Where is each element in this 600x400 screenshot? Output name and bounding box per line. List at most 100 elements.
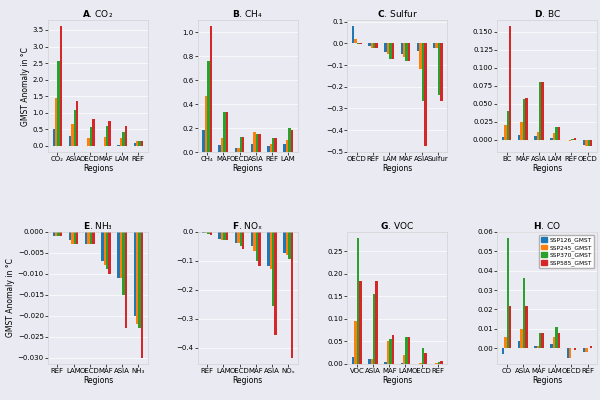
Bar <box>587 140 590 146</box>
Bar <box>58 61 60 146</box>
Bar <box>557 333 560 348</box>
Bar <box>106 126 109 146</box>
Bar <box>392 335 394 364</box>
Bar <box>122 232 125 295</box>
Bar <box>371 43 373 48</box>
Bar <box>118 145 120 146</box>
Bar <box>272 232 274 306</box>
Bar <box>555 327 557 348</box>
Bar <box>424 43 427 146</box>
Bar <box>120 138 122 146</box>
Bar <box>269 144 272 152</box>
Bar <box>141 141 143 146</box>
Bar <box>258 134 260 152</box>
Bar <box>221 232 223 240</box>
Bar <box>85 232 88 244</box>
Bar <box>368 43 371 46</box>
Bar <box>101 232 104 261</box>
Bar <box>550 344 553 348</box>
Bar <box>541 333 544 348</box>
Bar <box>539 82 541 140</box>
Bar <box>256 232 258 261</box>
Bar <box>502 137 504 140</box>
Bar <box>440 43 443 101</box>
Bar <box>76 232 79 244</box>
Bar <box>92 232 95 244</box>
Bar <box>541 82 544 140</box>
Bar <box>408 43 410 61</box>
Bar <box>226 232 228 240</box>
Bar <box>288 128 290 152</box>
Bar <box>352 26 355 43</box>
Bar <box>408 337 410 364</box>
Bar <box>401 363 403 364</box>
Bar <box>71 124 74 146</box>
Bar <box>120 232 122 278</box>
Bar <box>92 119 95 146</box>
Bar <box>104 232 106 265</box>
Bar <box>403 43 406 58</box>
Bar <box>274 232 277 334</box>
Bar <box>419 363 422 364</box>
Bar <box>269 232 272 269</box>
Bar <box>272 138 274 152</box>
Bar <box>419 43 422 69</box>
Bar <box>134 232 136 316</box>
Bar <box>218 145 221 152</box>
Bar <box>536 132 539 140</box>
Bar <box>583 140 585 145</box>
Bar <box>288 232 290 259</box>
Bar <box>359 281 362 364</box>
Bar <box>242 137 244 152</box>
Bar <box>237 232 239 243</box>
Bar <box>422 43 424 101</box>
Bar <box>90 127 92 146</box>
Bar <box>385 43 387 52</box>
Bar <box>509 26 511 140</box>
Bar <box>90 232 92 244</box>
Bar <box>518 340 520 348</box>
Bar <box>424 353 427 364</box>
Bar <box>69 136 71 146</box>
Bar <box>134 143 136 146</box>
Bar <box>267 232 269 266</box>
Bar <box>71 232 74 244</box>
Bar <box>389 43 392 58</box>
X-axis label: Regions: Regions <box>382 376 412 384</box>
Bar <box>209 232 212 234</box>
Bar <box>104 137 106 146</box>
Bar <box>286 232 288 255</box>
Bar <box>403 355 406 364</box>
Bar <box>53 129 55 146</box>
Title: $\bf{E}$. NH₃: $\bf{E}$. NH₃ <box>83 220 113 231</box>
Bar <box>202 232 205 233</box>
Title: $\bf{G}$. VOC: $\bf{G}$. VOC <box>380 220 415 231</box>
Bar <box>539 333 541 348</box>
Bar <box>373 43 376 48</box>
Bar <box>392 43 394 58</box>
Title: $\bf{B}$. CH₄: $\bf{B}$. CH₄ <box>232 8 263 19</box>
Bar <box>352 357 355 364</box>
Bar <box>60 26 62 146</box>
Bar <box>523 99 525 140</box>
Bar <box>207 232 209 234</box>
Bar <box>258 232 260 266</box>
Bar <box>76 101 79 146</box>
Bar <box>401 43 403 54</box>
Bar <box>274 138 277 152</box>
Bar <box>109 232 111 274</box>
Bar <box>139 232 141 328</box>
Bar <box>574 348 576 350</box>
Bar <box>256 134 258 152</box>
Bar <box>550 138 553 140</box>
Bar <box>88 138 90 146</box>
Bar <box>502 348 504 354</box>
Bar <box>267 146 269 152</box>
Bar <box>53 232 55 236</box>
Bar <box>506 111 509 140</box>
Bar <box>355 39 357 43</box>
Bar <box>585 140 587 146</box>
Bar <box>239 137 242 152</box>
Bar <box>438 43 440 95</box>
Bar <box>283 232 286 254</box>
